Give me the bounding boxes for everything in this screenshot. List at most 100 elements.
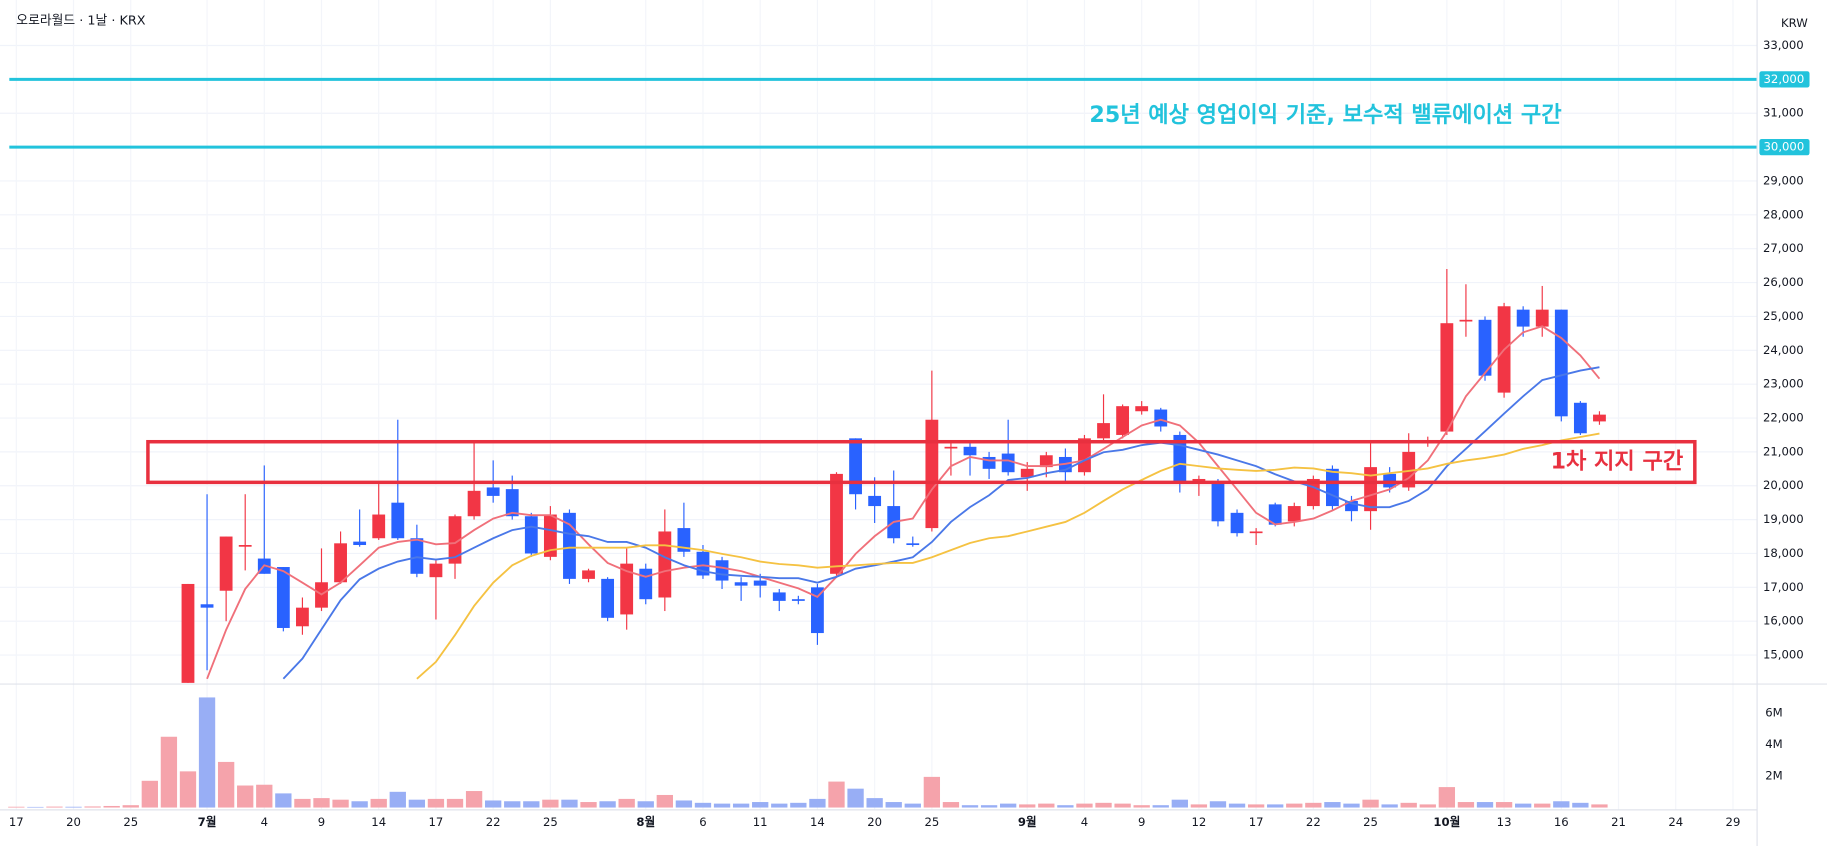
volume-bar [1515,803,1532,808]
level-label: 30,000 [1764,140,1805,154]
x-tick-label: 20 [867,815,882,829]
volume-bar [351,801,368,808]
volume-bar [465,791,483,808]
candle-body [1535,309,1549,327]
x-tick-label: 14 [371,815,386,829]
candle-body [1230,512,1244,534]
x-tick-label: 4 [1081,815,1088,829]
y-tick-label: 16,000 [1763,614,1804,628]
volume-bar [980,805,998,808]
volume-bar [1247,804,1265,808]
x-tick-label: 11 [753,815,768,829]
candle-body [467,490,481,517]
candle-body [543,514,557,557]
y-tick-label: 15,000 [1763,648,1804,662]
volume-bar [1305,802,1322,808]
x-tick-label: 22 [486,815,501,829]
y-tick-label: 31,000 [1763,106,1804,120]
volume-bar [790,802,807,808]
candle-body [1440,323,1454,432]
volume-bar [179,771,197,808]
overlays: 32,000 30,000 1차 지지 구간 [9,71,1810,485]
y-tick-label: 33,000 [1763,38,1804,52]
candle-body [1097,423,1110,439]
volume-bar [1362,799,1379,808]
volume-bar [65,806,82,808]
annotation: 25년 예상 영업이익 기준, 보수적 밸류에이션 구간 [1089,102,1561,128]
candle-body [734,582,748,586]
volume-bar [637,801,654,808]
candle-body [1554,309,1568,417]
volume-bar [713,803,731,808]
x-tick-label: 6 [699,815,706,829]
volume-bar [771,803,788,808]
candle-body [811,587,824,634]
volume-bar [1228,803,1246,808]
volume-bar [523,801,540,808]
volume-bar [1190,804,1208,808]
candle-body [1020,468,1034,478]
volume-tick-label: 2M [1765,769,1782,783]
candle-body [1402,451,1416,488]
candle-body [1478,319,1492,376]
level-label-bg [1759,71,1810,88]
candle-body [830,473,843,574]
x-tick-label: 9 [318,815,325,829]
volume-bar [942,802,960,808]
volume-tick-label: 6M [1765,706,1782,720]
x-tick-label: 17 [1249,815,1264,829]
x-tick-label: 25 [924,815,939,829]
chart-title: 오로라월드 · 1날 · KRX [16,13,145,28]
level-label-bg [1759,138,1810,156]
candle-body [276,567,290,628]
candle-body [1459,319,1473,322]
volume-bar [1534,803,1551,808]
volume-bar [275,793,292,808]
x-tick-label: 7월 [198,815,217,829]
candle-body [1268,504,1282,525]
x-tick-label: 22 [1306,815,1321,829]
y-tick-label: 17,000 [1763,580,1804,594]
volume-bar [1133,805,1150,808]
volume-bar [1038,803,1055,808]
candle-body [1001,453,1015,473]
grid [0,0,1758,810]
y-tick-label: 26,000 [1763,275,1804,289]
candle-body [944,446,958,449]
volume-bar [904,803,921,808]
volume-bar [828,781,845,808]
x-tick-label: 12 [1191,815,1206,829]
candle-body [658,531,672,598]
candle-body [1135,406,1149,412]
volume-bar [752,802,769,808]
moving-average [206,325,1601,680]
x-tick-label: 10월 [1433,815,1460,829]
candle-body [200,604,214,608]
y-tick-label: 25,000 [1763,309,1804,323]
x-tick-label: 20 [66,815,81,829]
candle-body [1326,468,1339,507]
volume-bar [389,791,406,808]
x-tick-label: 9 [1138,815,1145,829]
candle-body [1249,531,1263,534]
candle-body [524,516,538,554]
volume-bar [198,697,216,808]
moving-average [282,366,1600,680]
candle-body [868,495,882,507]
x-tick-label: 21 [1611,815,1626,829]
volume-bar [1000,803,1017,808]
candle-body [391,502,405,539]
candle-body [677,528,691,552]
x-tick-label: 24 [1668,815,1683,829]
volume-bar [809,798,826,808]
volume-bar [408,799,426,808]
x-tick-label: 25 [123,815,138,829]
candle-body [715,560,729,581]
candle-body [906,543,920,546]
y-tick-label: 27,000 [1763,241,1804,255]
candle-body [410,538,424,574]
volume-bar [1324,802,1341,808]
volume-bar [732,803,750,808]
